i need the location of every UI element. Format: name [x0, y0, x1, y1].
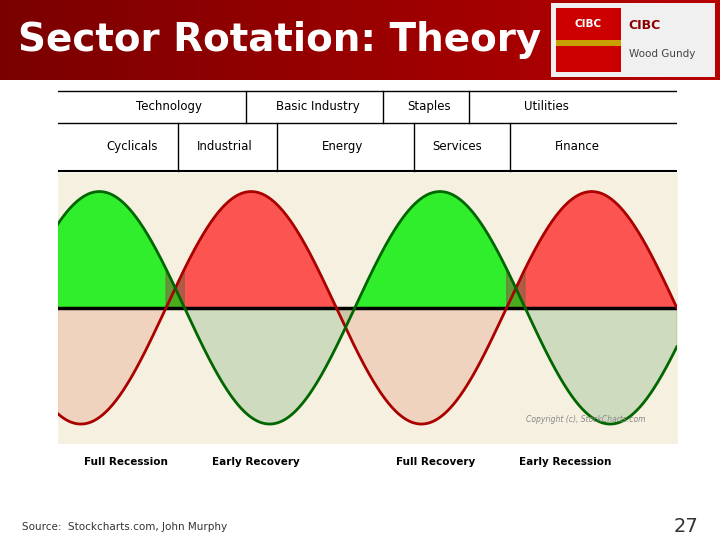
- Text: Basic Industry: Basic Industry: [276, 100, 359, 113]
- Text: Services: Services: [432, 140, 482, 153]
- Text: CIBC: CIBC: [575, 19, 602, 29]
- Text: Finance: Finance: [555, 140, 600, 153]
- Bar: [556, 8, 621, 72]
- Bar: [551, 3, 715, 77]
- Text: Early Recession: Early Recession: [519, 457, 611, 467]
- Text: Market Bottom: Market Bottom: [81, 490, 170, 500]
- Text: Wood Gundy: Wood Gundy: [629, 49, 695, 59]
- Bar: [556, 40, 621, 46]
- Text: Cyclicals: Cyclicals: [106, 140, 158, 153]
- Text: Full Recovery: Full Recovery: [396, 457, 475, 467]
- Text: Copyright (c), StockCharts.com: Copyright (c), StockCharts.com: [526, 415, 646, 424]
- Text: Industrial: Industrial: [197, 140, 253, 153]
- Text: Utilities: Utilities: [524, 100, 570, 113]
- Text: Full Recession: Full Recession: [84, 457, 168, 467]
- Text: Energy: Energy: [322, 140, 363, 153]
- Text: Staples: Staples: [408, 100, 451, 113]
- Text: Bear Market: Bear Market: [473, 490, 546, 500]
- Text: Market Top: Market Top: [347, 490, 413, 500]
- Text: Bull Market: Bull Market: [210, 490, 277, 500]
- Text: Early Recovery: Early Recovery: [212, 457, 300, 467]
- Text: CIBC: CIBC: [629, 19, 661, 32]
- Text: Technology: Technology: [136, 100, 202, 113]
- Text: Sector Rotation: Theory: Sector Rotation: Theory: [18, 21, 541, 59]
- Text: 27: 27: [674, 517, 698, 536]
- Text: Source:  Stockcharts.com, John Murphy: Source: Stockcharts.com, John Murphy: [22, 522, 227, 531]
